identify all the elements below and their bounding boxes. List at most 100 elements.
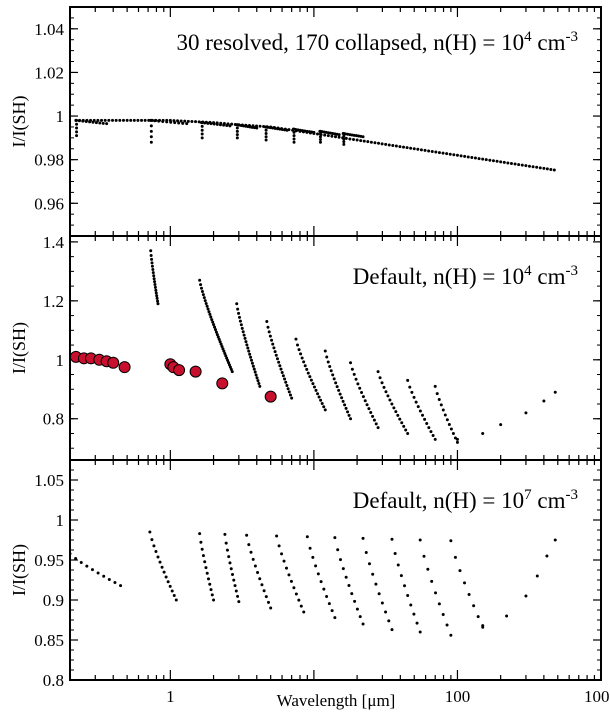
data-point	[206, 121, 210, 125]
data-point	[279, 367, 283, 371]
data-point	[280, 370, 284, 374]
data-point	[441, 151, 445, 155]
data-point	[342, 140, 346, 144]
data-point	[312, 130, 316, 134]
data-point	[160, 565, 164, 569]
data-point	[215, 122, 219, 126]
data-point	[225, 356, 229, 360]
data-point	[371, 414, 375, 418]
data-point	[294, 337, 298, 341]
data-point	[226, 358, 230, 362]
data-point	[103, 118, 107, 122]
data-point	[149, 140, 153, 144]
data-point	[210, 318, 214, 322]
data-point	[200, 547, 204, 551]
data-point	[274, 353, 278, 357]
data-point	[156, 555, 160, 559]
data-point	[364, 550, 368, 554]
data-point	[294, 592, 298, 596]
data-point	[538, 166, 542, 170]
data-point	[219, 342, 223, 346]
data-point	[409, 146, 413, 150]
data-point	[441, 408, 445, 412]
data-point	[418, 630, 422, 634]
data-point	[292, 134, 296, 138]
data-point	[308, 546, 312, 550]
data-point	[177, 121, 181, 125]
data-point	[234, 589, 238, 593]
data-point	[240, 326, 244, 330]
data-point	[203, 560, 207, 564]
data-point	[223, 351, 227, 355]
data-point	[455, 440, 459, 444]
data-point	[266, 600, 270, 604]
data-point	[332, 377, 336, 381]
data-point	[200, 124, 204, 128]
data-point	[342, 134, 346, 138]
data-point	[200, 286, 204, 290]
data-point	[434, 150, 438, 154]
data-point	[366, 140, 370, 144]
data-point	[212, 122, 216, 126]
data-point	[229, 567, 233, 571]
data-point	[463, 581, 467, 585]
data-point	[153, 283, 157, 287]
data-point	[449, 539, 453, 543]
data-point	[396, 413, 400, 417]
data-point	[352, 372, 356, 376]
data-point	[439, 403, 443, 407]
data-point	[420, 413, 424, 417]
data-point	[272, 346, 276, 350]
data-point	[96, 571, 100, 575]
data-point	[102, 574, 106, 578]
data-point	[359, 139, 363, 143]
data-point	[298, 128, 302, 132]
data-point	[209, 588, 213, 592]
data-point	[535, 165, 539, 169]
data-point	[443, 413, 447, 417]
data-point	[256, 570, 260, 574]
data-point	[75, 130, 79, 134]
data-point	[209, 122, 213, 126]
data-point	[305, 535, 309, 539]
data-point	[318, 140, 322, 144]
data-point	[264, 125, 268, 129]
data-point	[150, 264, 154, 268]
data-point	[149, 118, 153, 122]
data-point	[255, 376, 259, 380]
data-point	[315, 132, 319, 136]
data-point	[264, 595, 268, 599]
data-point	[484, 158, 488, 162]
data-point	[264, 131, 268, 135]
y-tick-label: 0.85	[34, 631, 64, 650]
data-point	[200, 121, 204, 125]
data-point	[524, 164, 528, 168]
data-point	[197, 120, 201, 124]
data-point	[206, 307, 210, 311]
data-point	[476, 615, 480, 619]
data-point	[342, 142, 346, 146]
data-point	[427, 149, 431, 153]
data-point	[552, 168, 556, 172]
y-tick-label: 1.05	[34, 471, 64, 490]
data-point	[286, 387, 290, 391]
data-point	[328, 364, 332, 368]
data-point	[183, 119, 187, 123]
data-point	[434, 591, 438, 595]
data-point	[470, 155, 474, 159]
data-point	[358, 386, 362, 390]
data-point	[333, 616, 337, 620]
data-point	[358, 615, 362, 619]
data-point	[451, 432, 455, 436]
data-point	[481, 157, 485, 161]
data-point	[227, 555, 231, 559]
data-point	[423, 148, 427, 152]
data-point	[283, 128, 287, 132]
data-point	[322, 587, 326, 591]
data-point	[203, 299, 207, 303]
data-point	[200, 290, 204, 294]
data-point	[121, 118, 125, 122]
data-point	[273, 350, 277, 354]
data-point	[213, 325, 217, 329]
data-point	[237, 311, 241, 315]
